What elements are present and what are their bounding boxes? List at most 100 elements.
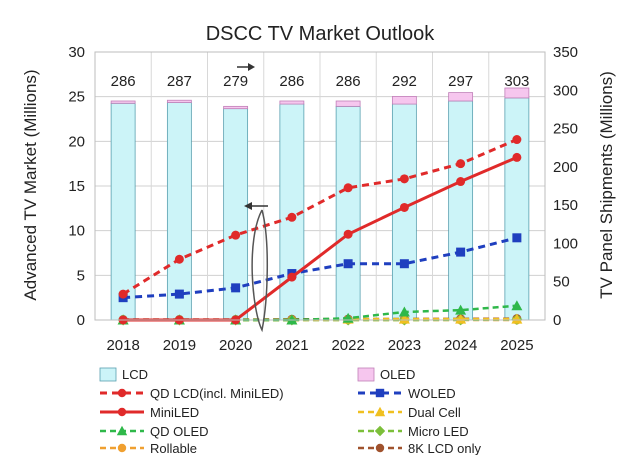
- bar-oled: [448, 92, 474, 102]
- bar-oled: [110, 100, 136, 104]
- y-tick-label: 10: [68, 223, 85, 240]
- legend-swatch: [357, 367, 375, 382]
- y2-axis-label: TV Panel Shipments (Millions): [597, 71, 616, 299]
- y-tick-label: 15: [68, 178, 85, 195]
- bar-lcd: [504, 97, 530, 321]
- series-point: [512, 152, 522, 162]
- x-tick-label: 2020: [219, 337, 252, 354]
- legend-item: WOLED: [358, 386, 456, 401]
- legend-item: 8K LCD only: [358, 441, 481, 455]
- total-labels: 286 287 279 286 286 292 297 303: [111, 73, 530, 90]
- total-label: 292: [392, 73, 417, 90]
- bar-oled: [335, 100, 361, 107]
- bars: [110, 87, 530, 321]
- y2-tick-label: 350: [553, 44, 578, 61]
- right-arrow-head-icon: [248, 63, 255, 71]
- y-tick-label: 20: [68, 133, 85, 150]
- series-point: [343, 229, 353, 239]
- bar-oled: [279, 100, 305, 105]
- series-point: [456, 159, 466, 169]
- plot-frame: [94, 51, 546, 321]
- y2-tick-label: 100: [553, 235, 578, 252]
- y2-tick-label: 200: [553, 159, 578, 176]
- legend-label: QD LCD(incl. MiniLED): [150, 386, 284, 401]
- series-point: [456, 247, 466, 257]
- series-point: [174, 254, 184, 264]
- x-tick-label: 2024: [444, 337, 477, 354]
- total-label: 297: [448, 73, 473, 90]
- series-point: [512, 233, 522, 243]
- y2-tick-label: 0: [553, 312, 561, 329]
- x-tick-label: 2023: [388, 337, 421, 354]
- legend-item: Rollable: [100, 441, 197, 455]
- series-point: [399, 259, 409, 269]
- legend-label: MiniLED: [150, 405, 199, 420]
- legend-marker: [374, 425, 386, 437]
- total-label: 303: [504, 73, 529, 90]
- legend-label: LCD: [122, 367, 148, 382]
- series-point: [231, 230, 241, 240]
- legend-label: Dual Cell: [408, 405, 461, 420]
- legend-item: Micro LED: [358, 424, 469, 439]
- y-tick-label: 5: [77, 267, 85, 284]
- total-label: 286: [279, 73, 304, 90]
- bar-lcd: [335, 105, 361, 321]
- total-label: 287: [167, 73, 192, 90]
- series-point: [174, 289, 184, 299]
- left-axis-ellipse-annotation: [251, 209, 268, 333]
- series-point: [511, 300, 523, 311]
- y-tick-label: 30: [68, 44, 85, 61]
- series-point: [398, 313, 410, 324]
- x-tick-label: 2022: [331, 337, 364, 354]
- x-tick-label: 2021: [275, 337, 308, 354]
- series-point: [455, 313, 467, 324]
- grid-lines: [94, 51, 546, 321]
- bar-lcd: [110, 102, 136, 321]
- legend-marker: [116, 425, 128, 436]
- series-point: [511, 313, 523, 324]
- x-tick-label: 2019: [163, 337, 196, 354]
- legend-item: QD OLED: [100, 424, 209, 439]
- left-arrow-head-icon: [244, 202, 252, 210]
- legend-marker: [117, 388, 127, 398]
- annotations: [237, 63, 268, 333]
- legend-marker: [117, 407, 127, 417]
- chart-title: DSCC TV Market Outlook: [206, 23, 436, 45]
- y2-tick-label: 250: [553, 121, 578, 138]
- series-point: [456, 177, 466, 187]
- legend: LCD OLED QD LCD(incl. MiniLED) WOLED MiniLED…: [99, 367, 481, 455]
- series-point: [118, 289, 128, 299]
- series-point: [231, 283, 241, 293]
- legend-label: QD OLED: [150, 424, 209, 439]
- total-label: 286: [111, 73, 136, 90]
- legend-label: WOLED: [408, 386, 456, 401]
- legend-item: OLED: [357, 367, 415, 382]
- bar-oled: [166, 99, 192, 103]
- series-qd-lcd-incl-miniled: [118, 135, 522, 299]
- bar-lcd: [166, 102, 192, 321]
- legend-label: Rollable: [150, 441, 197, 455]
- series-point: [287, 272, 297, 282]
- legend-label: OLED: [380, 367, 415, 382]
- bar-oled: [223, 105, 249, 110]
- series-point: [398, 306, 410, 317]
- legend-item: MiniLED: [100, 405, 199, 420]
- series-line: [122, 138, 518, 296]
- legend-label: Micro LED: [408, 424, 469, 439]
- series-point: [343, 259, 353, 269]
- y2-tick-label: 300: [553, 82, 578, 99]
- y-axis-label: Advanced TV Market (Millions): [21, 69, 40, 300]
- series-point: [455, 304, 467, 315]
- series-point: [287, 212, 297, 222]
- legend-marker: [374, 406, 386, 417]
- legend-label: 8K LCD only: [408, 441, 481, 455]
- bar-lcd: [448, 100, 474, 321]
- legend-item: LCD: [99, 367, 148, 382]
- bar-oled: [391, 96, 417, 105]
- legend-marker: [375, 388, 385, 398]
- y2-tick-label: 50: [553, 274, 570, 291]
- series-line: [123, 236, 518, 300]
- legend-swatch: [99, 367, 117, 382]
